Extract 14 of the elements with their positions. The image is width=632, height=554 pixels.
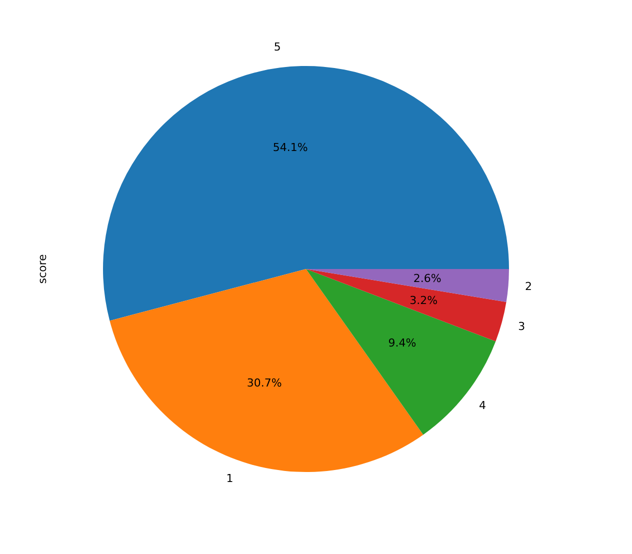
slice-label: 1: [226, 472, 234, 485]
data-label: 30.7%: [246, 376, 282, 390]
slice-label: 3: [518, 320, 526, 334]
slice-label: 5: [274, 40, 281, 54]
data-label: 2.6%: [413, 272, 442, 285]
pie-slice: [306, 269, 509, 302]
data-label: 3.2%: [410, 294, 438, 307]
slice-label: 4: [478, 398, 486, 412]
slice-label: 2: [525, 280, 532, 294]
text: score: [36, 254, 49, 284]
data-label: 9.4%: [388, 336, 416, 350]
pie-slice: [103, 66, 509, 321]
data-label: 54.1%: [272, 141, 308, 154]
pie-slice: [306, 269, 496, 435]
